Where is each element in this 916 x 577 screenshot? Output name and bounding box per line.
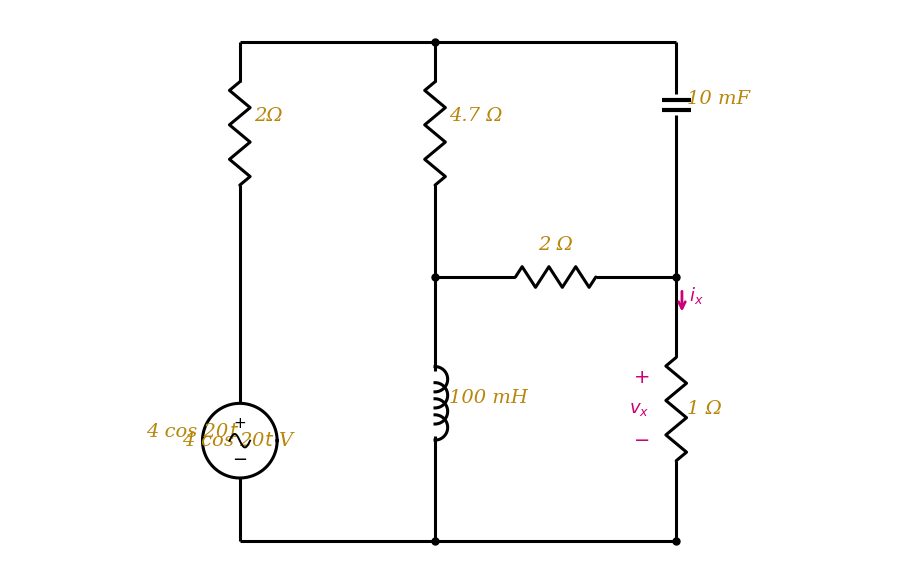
Text: 2Ω: 2Ω [254, 107, 283, 125]
Text: 10 mF: 10 mF [686, 90, 749, 108]
Text: 2 Ω: 2 Ω [539, 236, 573, 254]
Text: +: + [634, 368, 650, 387]
Text: $v_x$: $v_x$ [628, 400, 649, 418]
Text: 4 cos 20$t$ V: 4 cos 20$t$ V [182, 432, 296, 449]
Text: +: + [234, 417, 246, 432]
Text: $i_x$: $i_x$ [689, 285, 703, 306]
Text: $t$: $t$ [229, 423, 239, 441]
Text: 4 cos 20: 4 cos 20 [146, 423, 228, 441]
Text: −: − [634, 431, 650, 450]
Text: 4.7 Ω: 4.7 Ω [450, 107, 503, 125]
Text: 100 mH: 100 mH [450, 388, 529, 407]
Text: −: − [233, 451, 247, 469]
Text: 1 Ω: 1 Ω [686, 400, 721, 418]
